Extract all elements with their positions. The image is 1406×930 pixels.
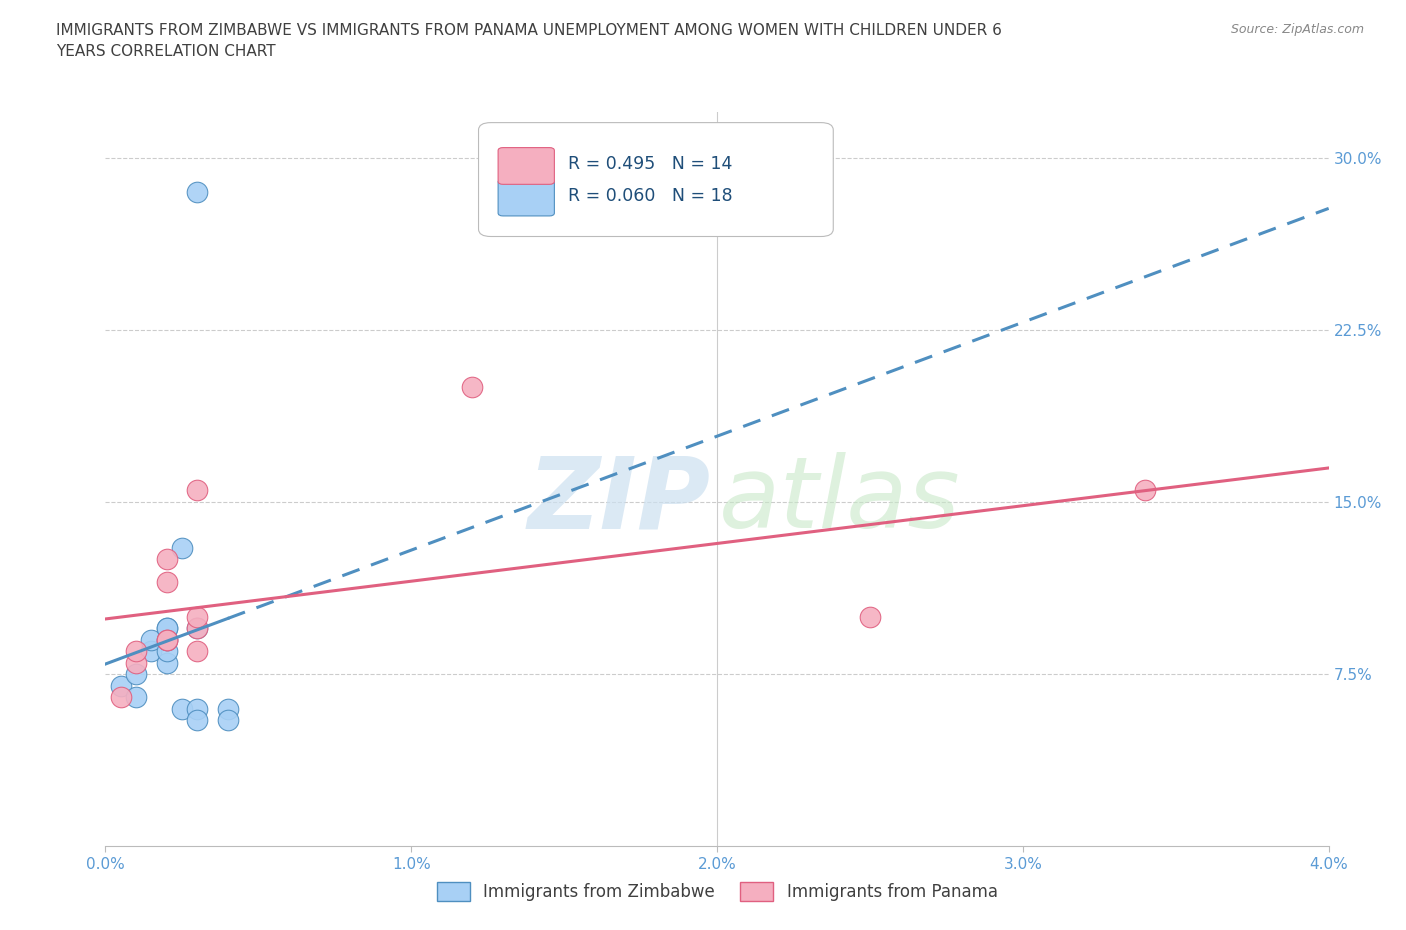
Point — [156, 632, 179, 647]
Point — [170, 701, 193, 716]
Point — [186, 620, 208, 635]
Point — [186, 644, 208, 658]
Point — [110, 690, 132, 705]
FancyBboxPatch shape — [498, 148, 554, 184]
Point — [110, 678, 132, 693]
Text: R = 0.060   N = 18: R = 0.060 N = 18 — [568, 187, 733, 206]
Legend: Immigrants from Zimbabwe, Immigrants from Panama: Immigrants from Zimbabwe, Immigrants fro… — [430, 875, 1004, 908]
Point — [186, 184, 208, 199]
Point — [156, 620, 179, 635]
Point — [186, 712, 208, 727]
Text: IMMIGRANTS FROM ZIMBABWE VS IMMIGRANTS FROM PANAMA UNEMPLOYMENT AMONG WOMEN WITH: IMMIGRANTS FROM ZIMBABWE VS IMMIGRANTS F… — [56, 23, 1002, 60]
Point — [156, 656, 179, 671]
Point — [125, 690, 148, 705]
Text: ZIP: ZIP — [527, 453, 710, 550]
Point — [156, 620, 179, 635]
Point — [170, 540, 193, 555]
Point — [141, 632, 163, 647]
Point — [156, 632, 179, 647]
Point — [156, 551, 179, 566]
Point — [156, 644, 179, 658]
Point — [186, 483, 208, 498]
Point — [141, 644, 163, 658]
FancyBboxPatch shape — [478, 123, 834, 236]
Point — [1133, 483, 1156, 498]
Point — [156, 575, 179, 590]
Point — [186, 701, 208, 716]
Point — [186, 620, 208, 635]
Point — [217, 712, 239, 727]
Point — [217, 701, 239, 716]
Point — [125, 667, 148, 682]
Text: R = 0.495   N = 14: R = 0.495 N = 14 — [568, 155, 733, 174]
Point — [859, 609, 882, 624]
Text: Source: ZipAtlas.com: Source: ZipAtlas.com — [1230, 23, 1364, 36]
Point — [461, 379, 484, 394]
Point — [125, 656, 148, 671]
FancyBboxPatch shape — [498, 179, 554, 216]
Text: atlas: atlas — [718, 453, 960, 550]
Point — [186, 609, 208, 624]
Point — [125, 644, 148, 658]
Point — [156, 632, 179, 647]
